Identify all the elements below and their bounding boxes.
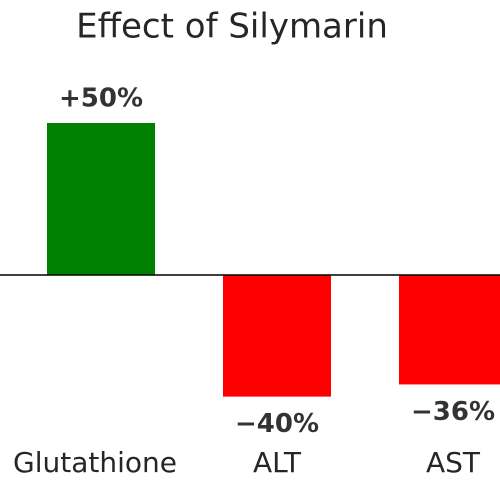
bar bbox=[47, 123, 155, 275]
x-tick-label: Glutathione bbox=[13, 446, 177, 479]
plot-area: +50% Glutathione −40% ALT −36% AST bbox=[13, 84, 500, 479]
x-tick-label: AST bbox=[426, 446, 481, 479]
value-label: +50% bbox=[59, 84, 143, 114]
bar bbox=[399, 275, 500, 385]
value-label: −36% bbox=[411, 397, 495, 427]
value-label: −40% bbox=[235, 409, 319, 439]
x-tick-label: ALT bbox=[253, 446, 302, 479]
chart-title: Effect of Silymarin bbox=[76, 7, 388, 47]
bar bbox=[223, 275, 331, 397]
